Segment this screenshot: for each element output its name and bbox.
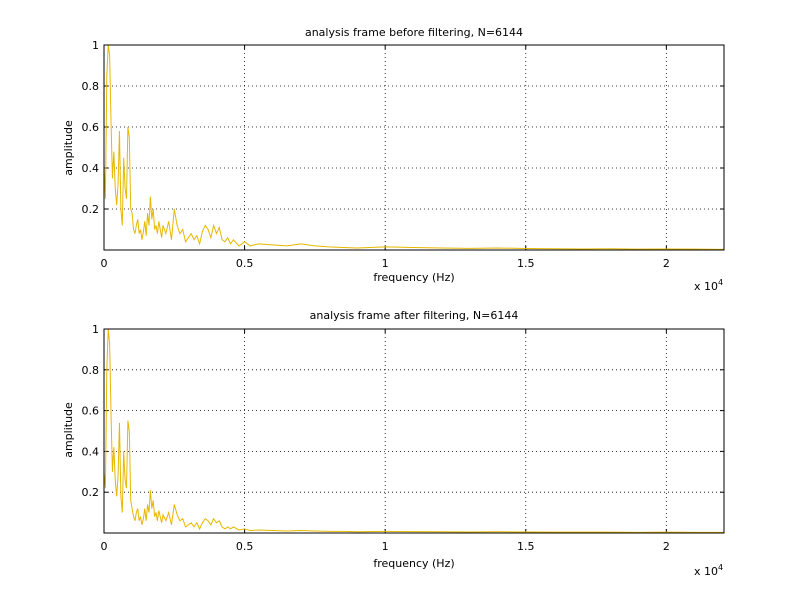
y-tick-label: 0.8 bbox=[82, 80, 100, 93]
x-tick-label: 0 bbox=[101, 540, 108, 553]
subplot-bottom-title: analysis frame after filtering, N=6144 bbox=[310, 309, 519, 322]
subplot-bottom-x-exponent-base: x 10 bbox=[694, 565, 718, 578]
y-tick-label: 0.2 bbox=[82, 486, 100, 499]
subplot-top-plot-area: 0 0.5 1 1.5 2 0.2 0.4 0.6 0.8 1 bbox=[82, 39, 725, 270]
y-tick-label: 0.4 bbox=[82, 445, 100, 458]
subplot-top-x-exponent-base: x 10 bbox=[694, 280, 718, 293]
y-tick-label: 0.8 bbox=[82, 364, 100, 377]
subplot-bottom-x-exponent: x 104 bbox=[694, 563, 723, 578]
y-tick-label: 0.6 bbox=[82, 405, 100, 418]
subplot-top-x-exponent: x 104 bbox=[694, 278, 723, 293]
subplot-top-title: analysis frame before filtering, N=6144 bbox=[305, 26, 523, 39]
y-tick-label: 1 bbox=[92, 39, 99, 52]
x-tick-label: 2 bbox=[663, 257, 670, 270]
series-line-spectrum bbox=[103, 44, 725, 250]
x-tick-label: 0 bbox=[101, 257, 108, 270]
x-tick-label: 2 bbox=[663, 540, 670, 553]
y-tick-label: 0.2 bbox=[82, 203, 100, 216]
subplot-bottom: analysis frame after filtering, N=6144 0… bbox=[62, 309, 725, 578]
subplot-top-xlabel: frequency (Hz) bbox=[373, 271, 454, 284]
series-line-spectrum bbox=[103, 328, 724, 533]
y-tick-label: 0.6 bbox=[82, 121, 100, 134]
x-tick-label: 1.5 bbox=[517, 540, 535, 553]
x-tick-label: 1 bbox=[382, 257, 389, 270]
subplot-top: analysis frame before filtering, N=6144 … bbox=[62, 26, 725, 293]
x-tick-label: 0.5 bbox=[236, 540, 254, 553]
y-tick-label: 1 bbox=[92, 323, 99, 336]
axes-box bbox=[103, 328, 725, 534]
x-tick-label: 1.5 bbox=[517, 257, 535, 270]
subplot-bottom-plot-area: 0 0.5 1 1.5 2 0.2 0.4 0.6 0.8 1 bbox=[82, 323, 725, 553]
subplot-top-ylabel: amplitude bbox=[62, 120, 75, 176]
subplot-bottom-xlabel: frequency (Hz) bbox=[373, 557, 454, 570]
axes-box bbox=[103, 44, 725, 251]
subplot-bottom-ylabel: amplitude bbox=[62, 402, 75, 458]
y-tick-label: 0.4 bbox=[82, 162, 100, 175]
x-tick-label: 1 bbox=[382, 540, 389, 553]
subplot-top-x-exponent-power: 4 bbox=[718, 278, 723, 287]
subplot-bottom-x-exponent-power: 4 bbox=[718, 563, 723, 572]
x-tick-label: 0.5 bbox=[236, 257, 254, 270]
